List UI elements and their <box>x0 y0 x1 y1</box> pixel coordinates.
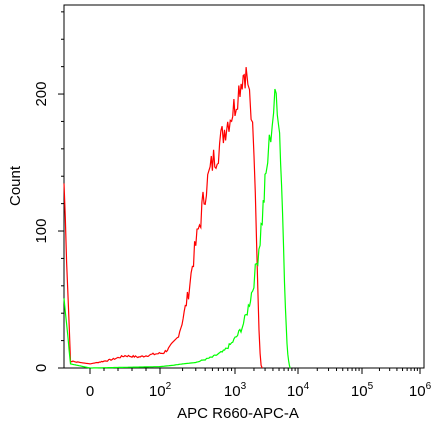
y-tick-label: 0 <box>33 364 50 372</box>
axes: 0 100 200 0 102 103 104 105 106 <box>33 11 432 400</box>
y-tick-label: 200 <box>33 82 50 107</box>
x-tick-label: 102 <box>149 381 172 400</box>
series-line-0 <box>63 67 263 369</box>
x-tick-label: 0 <box>86 383 94 400</box>
plot-area <box>63 67 291 369</box>
x-tick-label: 105 <box>351 381 374 400</box>
x-tick-label: 103 <box>224 381 247 400</box>
x-axis-title: APC R660-APC-A <box>177 405 299 422</box>
y-axis-title: Count <box>7 165 24 206</box>
plot-frame <box>63 4 425 369</box>
x-tick-label: 104 <box>287 381 310 400</box>
x-tick-label: 106 <box>409 381 432 400</box>
y-tick-label: 100 <box>33 219 50 244</box>
series-line-1 <box>63 88 291 369</box>
